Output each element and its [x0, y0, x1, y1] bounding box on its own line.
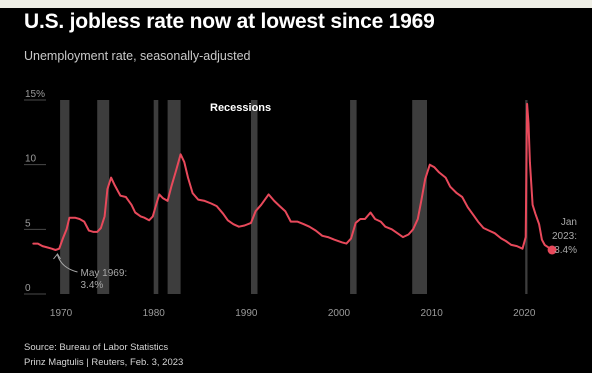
- x-tick-label: 1970: [50, 308, 73, 319]
- x-tick-label: 2010: [421, 308, 444, 319]
- series-layer: [32, 102, 557, 255]
- x-axis-ticks: 1970 1980 1990 2000 2010 2020: [50, 308, 536, 319]
- chart-title: U.S. jobless rate now at lowest since 19…: [24, 10, 435, 33]
- unemployment-line: [32, 102, 554, 251]
- latest-point-marker: [547, 245, 557, 255]
- y-tick-label: 5: [25, 218, 31, 229]
- recession-band: [97, 100, 110, 294]
- annotation-jan-2023-line: 2023:: [552, 231, 577, 242]
- y-tick-label: 0: [25, 283, 31, 294]
- y-tick-label: 15%: [25, 89, 45, 100]
- annotation-leader: [57, 254, 78, 273]
- y-tick-label: 10: [25, 154, 37, 165]
- annotation-may-1969-line: 3.4%: [81, 280, 104, 291]
- source-note: Source: Bureau of Labor Statistics: [24, 342, 169, 353]
- recession-band: [251, 100, 258, 294]
- x-tick-label: 1980: [143, 308, 166, 319]
- annotation-jan-2023-line: Jan: [561, 217, 577, 228]
- x-tick-label: 2000: [328, 308, 351, 319]
- top-border-strip: [0, 0, 592, 8]
- y-axis-ticks: 0 5 10 15%: [25, 89, 45, 294]
- recession-band: [350, 100, 357, 294]
- x-tick-label: 2020: [513, 308, 536, 319]
- recession-band: [167, 100, 181, 294]
- recession-band: [412, 100, 427, 294]
- recession-band: [153, 100, 159, 294]
- x-tick-label: 1990: [235, 308, 258, 319]
- recession-band: [60, 100, 70, 294]
- gridlines: [24, 99, 46, 295]
- recession-bands: [60, 100, 528, 294]
- credit-note: Prinz Magtulis | Reuters, Feb. 3, 2023: [24, 357, 184, 368]
- annotation-jan-2023-line: 3.4%: [554, 245, 577, 256]
- chart-subtitle: Unemployment rate, seasonally-adjusted: [24, 49, 251, 63]
- recessions-label: Recessions: [210, 102, 271, 114]
- annotation-arrowhead: [53, 253, 61, 260]
- annotation-may-1969-line: May 1969:: [81, 268, 128, 279]
